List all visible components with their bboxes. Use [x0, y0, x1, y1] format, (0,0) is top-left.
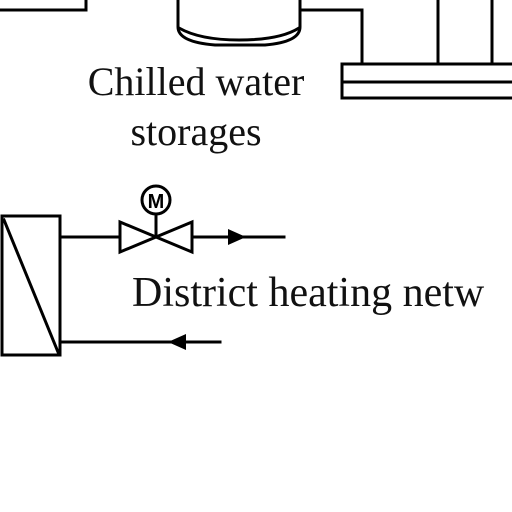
chilled-water-label: Chilled water	[87, 59, 305, 104]
storage-tank-icon	[176, 0, 302, 47]
motorized-valve-icon	[118, 184, 194, 255]
pipe-tank-to-manifold	[298, 8, 364, 66]
return-arrow-icon	[168, 334, 186, 350]
manifold	[340, 0, 512, 100]
flow-arrow-icon	[228, 229, 246, 245]
pipe-top-left	[0, 0, 88, 12]
motor-letter: M	[148, 191, 165, 213]
heat-exchanger-icon	[0, 214, 62, 357]
storages-label: storages	[130, 109, 262, 154]
district-heating-label: District heating netw	[132, 270, 485, 316]
